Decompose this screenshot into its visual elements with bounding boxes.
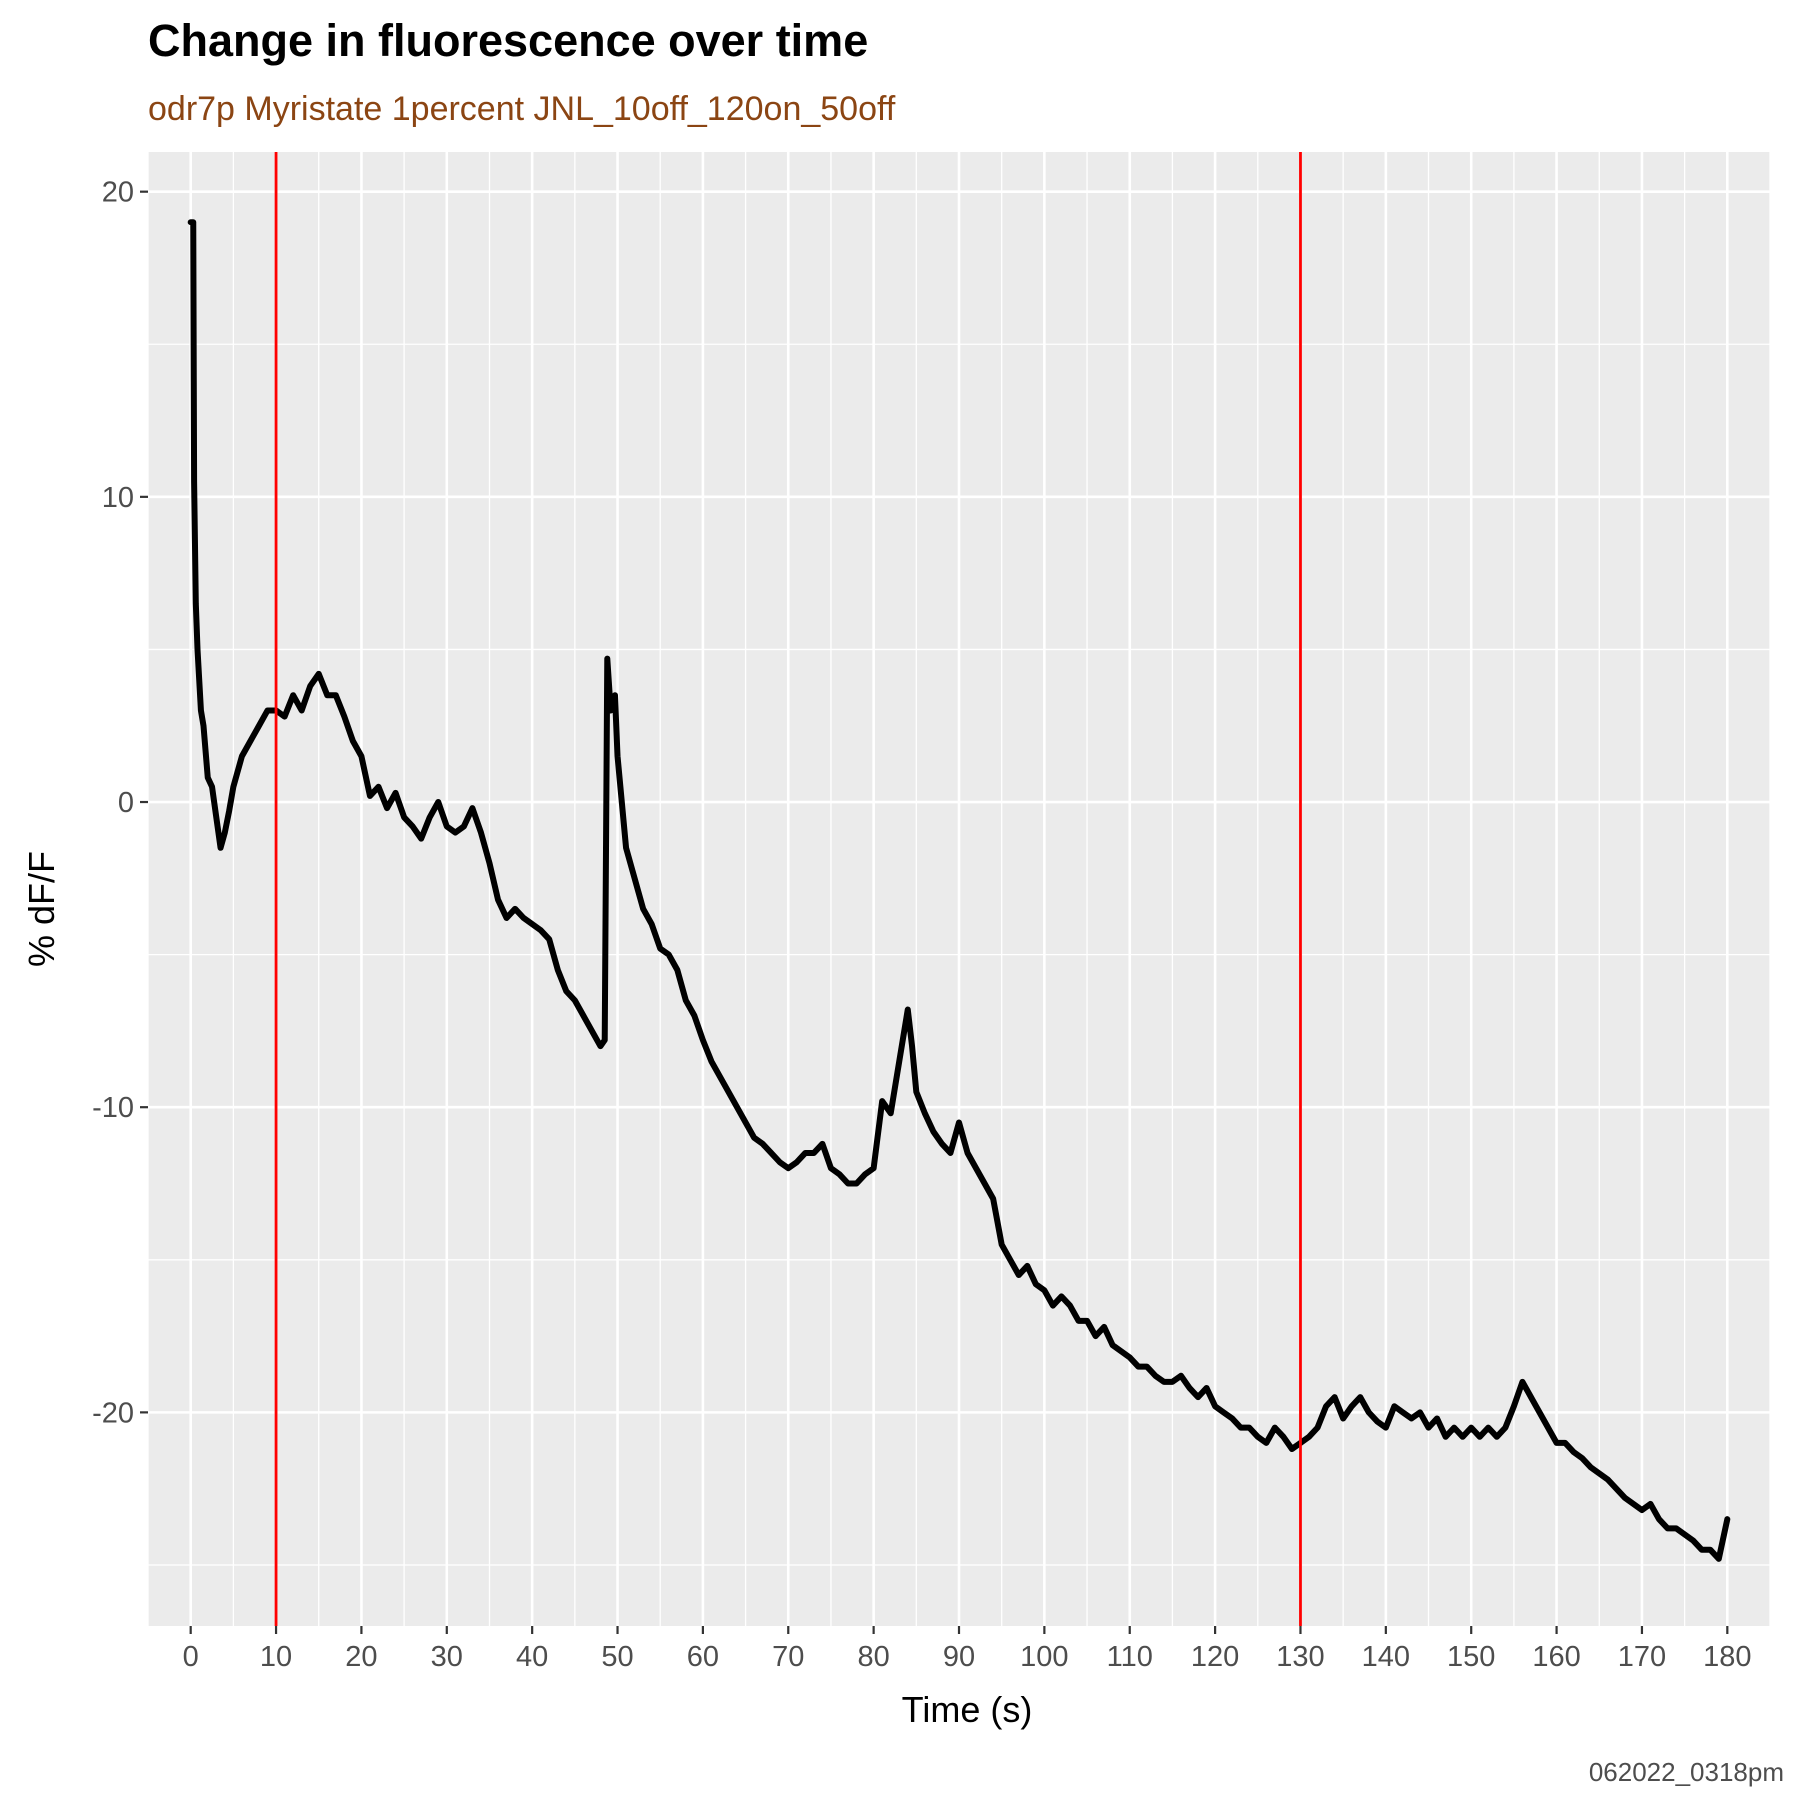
- x-tick-label: 60: [687, 1641, 719, 1673]
- reference-lines: [274, 152, 1302, 1626]
- x-axis-title: Time (s): [902, 1689, 1033, 1730]
- x-tick-label: 0: [183, 1641, 199, 1673]
- x-tick-label: 120: [1191, 1641, 1239, 1673]
- y-axis-title: % dF/F: [21, 851, 62, 967]
- x-tick-label: 140: [1362, 1641, 1410, 1673]
- x-tick-label: 40: [516, 1641, 548, 1673]
- x-tick-label: 70: [772, 1641, 804, 1673]
- chart-title: Change in fluorescence over time: [148, 15, 868, 66]
- x-axis: 0 10 20 30 40 50 60 70 80 90 100 110 120 130 140 150 160…: [183, 1626, 1752, 1673]
- x-tick-label: 80: [857, 1641, 889, 1673]
- x-tick-label: 30: [431, 1641, 463, 1673]
- chart-subtitle: odr7p Myristate 1percent JNL_10off_120on…: [148, 90, 896, 128]
- caption: 062022_0318pm: [1589, 1757, 1784, 1787]
- y-tick-label: -10: [92, 1092, 134, 1124]
- x-tick-label: 170: [1618, 1641, 1666, 1673]
- series-line: [187, 219, 1731, 1562]
- x-tick-label: 180: [1703, 1641, 1751, 1673]
- x-tick-label: 100: [1020, 1641, 1068, 1673]
- x-tick-label: 10: [260, 1641, 292, 1673]
- y-tick-label: 20: [102, 177, 134, 209]
- x-tick-label: 50: [601, 1641, 633, 1673]
- series-layer: [187, 219, 1731, 1562]
- x-tick-label: 150: [1447, 1641, 1495, 1673]
- x-tick-label: 20: [345, 1641, 377, 1673]
- x-tick-label: 110: [1107, 1641, 1153, 1673]
- y-tick-label: 10: [102, 482, 134, 514]
- x-tick-label: 160: [1532, 1641, 1580, 1673]
- y-axis: 20 10 0 -10 -20: [92, 177, 148, 1429]
- major-gridlines: [148, 152, 1770, 1626]
- x-tick-label: 90: [943, 1641, 975, 1673]
- y-tick-label: -20: [92, 1397, 134, 1429]
- y-tick-label: 0: [118, 787, 134, 819]
- x-tick-label: 130: [1276, 1641, 1324, 1673]
